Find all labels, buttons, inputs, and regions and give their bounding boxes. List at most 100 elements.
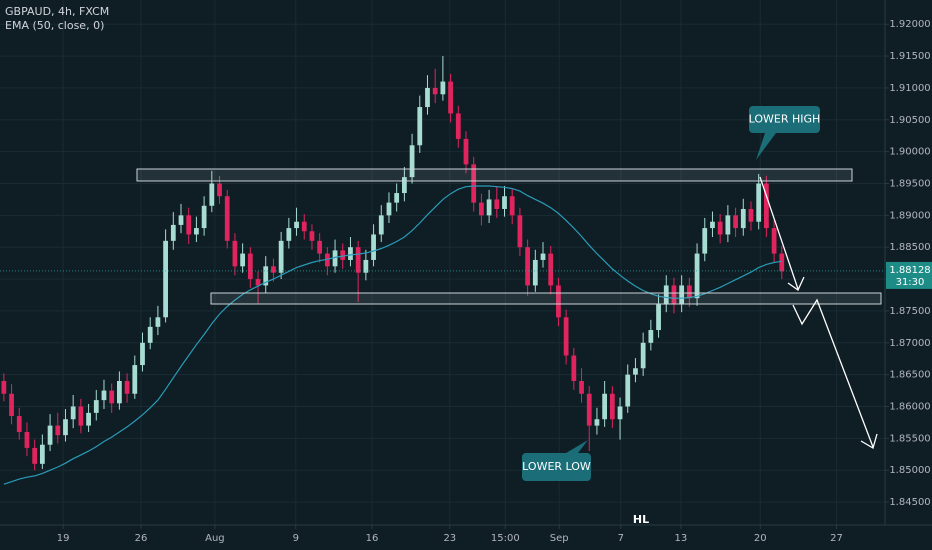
y-tick-label: 1.90500 [889,115,930,126]
x-tick-label: Sep [550,533,569,544]
candle-body [563,317,569,356]
candle-body [1,381,7,394]
candle-body [93,400,99,413]
candle-body [186,215,192,235]
candle-body [163,240,168,318]
projection-arrow [759,176,799,290]
candle-body [455,113,461,139]
candle-body [132,365,138,394]
candle-body [525,247,530,286]
candle-body [633,368,638,375]
candle-body [201,205,207,229]
y-tick-label: 1.89500 [889,178,930,189]
candle-body [756,183,762,222]
resistance-zone [136,168,853,182]
candle-body [509,196,515,216]
candle-body [309,231,315,241]
x-tick-label: 23 [443,533,456,544]
candle-body [663,285,669,305]
candle-body [255,279,261,286]
candle-body [617,406,623,420]
y-tick-label: 1.87500 [889,306,930,317]
candle-body [247,253,253,280]
callout-box [749,106,820,133]
candle-body [748,208,754,222]
x-tick-label: 19 [57,533,70,544]
x-tick-label: 13 [675,533,688,544]
plot-area [0,56,885,485]
y-tick-label: 1.84500 [889,497,930,508]
x-tick-label: 7 [618,533,624,544]
candle-body [502,196,507,209]
candle-body [24,431,30,448]
candle-body [55,425,61,436]
candle-body [217,183,222,197]
candle-body [386,202,392,216]
candle-body [317,240,323,254]
candle-body [479,202,484,216]
y-tick-label: 1.88500 [889,242,930,253]
candle-body [394,193,400,203]
candle-body [78,406,84,426]
candle-body [47,425,53,445]
candle-body [425,87,430,108]
y-tick-label: 1.85000 [889,465,930,476]
callout-text: LOWER HIGH [749,113,821,126]
candle-body [432,87,438,95]
candle-body [124,381,130,394]
candle-body [710,221,715,229]
candle-body [155,317,161,327]
callout-pointer [566,440,588,453]
callout-text: LOWER LOW [522,460,591,473]
candle-body [332,250,338,267]
candle-body [371,234,376,260]
candle-body [648,330,654,343]
candle-body [286,228,292,241]
candle-body [355,247,361,273]
drawings: LOWER HIGH LOWER LOW HL [136,106,882,526]
candle-body [717,221,723,235]
candle-body [140,342,145,366]
projection-arrow [792,298,874,448]
candle-body [278,240,284,273]
y-tick-label: 1.86000 [889,401,930,412]
last-price-label: 1.88128 [889,265,930,276]
candle-body [224,196,230,241]
candle-body [602,393,608,420]
candle-body [586,393,592,426]
candle-body [486,199,492,216]
candle-body [170,224,176,241]
candle-body [448,81,453,114]
candle-body [440,81,446,95]
y-tick-label: 1.90000 [889,147,930,158]
candle-body [594,419,600,426]
candle-body [517,215,523,248]
candle-body [625,374,631,407]
symbol-title: GBPAUD, 4h, FXCM [5,5,109,18]
x-tick-label: Aug [205,533,225,544]
candle-body [471,164,477,203]
candle-body [532,259,538,286]
y-tick-label: 1.91500 [889,51,930,62]
callout-pointer [756,133,776,160]
candle-body [771,228,777,254]
candle-body [609,393,615,420]
candle-body [101,390,107,401]
candle-body [401,177,407,194]
candle-body [294,221,299,229]
candle-body [417,107,423,146]
candle-body [348,247,353,260]
candle-body [16,416,22,432]
hl-label: HL [633,513,649,526]
candle-body [340,250,346,260]
candle-body [725,215,731,235]
candle-body [763,183,769,229]
candle-body [548,253,554,286]
x-tick-label: 16 [366,533,379,544]
y-tick-label: 1.86500 [889,370,930,381]
candle-body [779,253,785,272]
candle-body [32,447,38,464]
candle-body [301,221,307,232]
